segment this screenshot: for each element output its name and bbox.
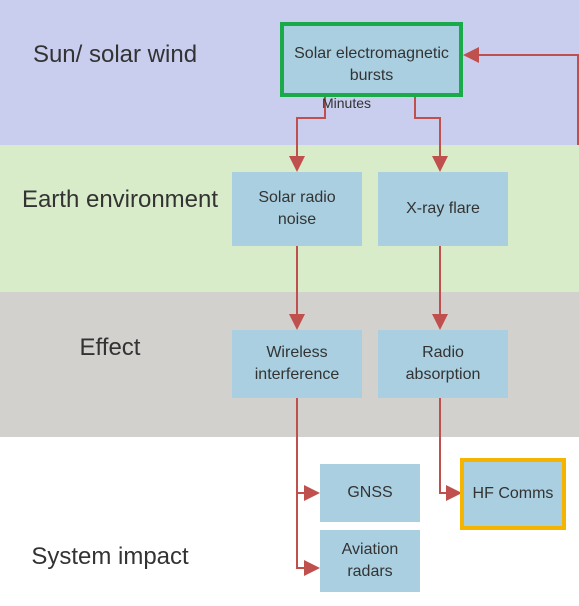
arrow: [296, 398, 320, 576]
node: Solar electromagnetic bursts: [280, 22, 463, 97]
row-label: Effect: [79, 334, 141, 361]
row-label: Sun/ solar wind: [32, 41, 198, 68]
arrow: [289, 97, 326, 172]
node: Aviation radars: [320, 530, 420, 592]
node: HF Comms: [460, 458, 566, 530]
node: Solar radio noise: [232, 172, 362, 246]
timing-note: Minutes: [322, 95, 372, 111]
row-label: Earth environment: [21, 186, 219, 213]
node: Radio absorption: [378, 330, 508, 398]
row-label: System impact: [31, 543, 189, 570]
node: X-ray flare: [378, 172, 508, 246]
arrow: [439, 398, 462, 501]
node: GNSS: [320, 464, 420, 522]
arrow: [414, 97, 448, 172]
arrow: [463, 47, 579, 145]
node: Wireless interference: [232, 330, 362, 398]
